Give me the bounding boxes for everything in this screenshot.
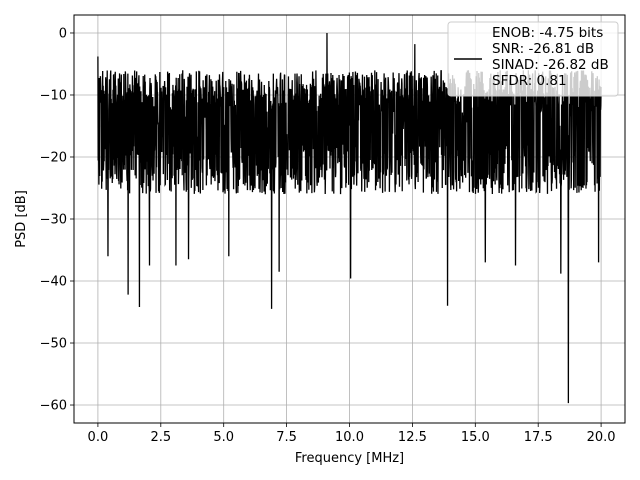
x-tick-label: 17.5: [524, 430, 553, 445]
x-tick-label: 5.0: [213, 430, 234, 445]
ticks: 0.0 2.5 5.0 7.5 10.0 12.5 15.0 17.5 20.0 0 −10 −20 −…: [40, 26, 616, 445]
x-tick-label: 7.5: [276, 430, 297, 445]
y-tick-label: −50: [40, 337, 67, 352]
legend-entry-sfdr: SFDR: 0.81: [492, 73, 567, 89]
legend-entry-sinad: SINAD: -26.82 dB: [492, 57, 609, 73]
x-tick-label: 15.0: [461, 430, 490, 445]
x-tick-label: 10.0: [335, 430, 364, 445]
x-tick-label: 12.5: [398, 430, 427, 445]
psd-series-line: [97, 32, 602, 404]
legend-entry-snr: SNR: -26.81 dB: [492, 41, 594, 57]
y-tick-label: −30: [40, 213, 67, 228]
y-tick-label: −40: [40, 275, 67, 290]
y-tick-label: −60: [40, 399, 67, 414]
y-tick-label: −20: [40, 150, 67, 165]
y-tick-label: 0: [59, 26, 67, 41]
x-axis-label: Frequency [MHz]: [295, 451, 404, 466]
series-group: [97, 32, 602, 404]
x-tick-label: 2.5: [150, 430, 171, 445]
legend-entry-enob: ENOB: -4.75 bits: [492, 25, 603, 41]
y-axis-label: PSD [dB]: [14, 190, 29, 248]
x-tick-label: 0.0: [88, 430, 109, 445]
y-tick-label: −10: [40, 88, 67, 103]
legend: ENOB: -4.75 bits SNR: -26.81 dB SINAD: -…: [447, 21, 619, 97]
x-tick-label: 20.0: [587, 430, 616, 445]
legend-box: [447, 21, 619, 97]
